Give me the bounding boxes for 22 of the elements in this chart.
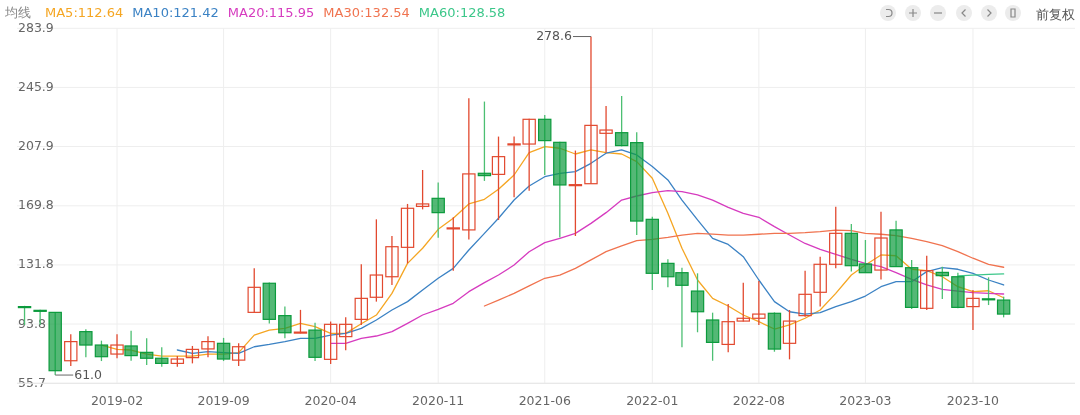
x-tick-label: 2020-04 bbox=[304, 392, 357, 408]
y-tick-label: 131.8 bbox=[18, 256, 54, 272]
y-tick-label: 169.8 bbox=[18, 197, 54, 213]
y-tick-label: 283.9 bbox=[18, 19, 54, 35]
y-tick-label: 55.7 bbox=[18, 374, 46, 390]
annotation: 61.0 bbox=[74, 366, 103, 382]
x-tick-label: 2022-01 bbox=[626, 392, 679, 408]
annotation: 278.6 bbox=[536, 28, 573, 44]
x-tick-label: 2020-11 bbox=[412, 392, 465, 408]
x-tick-label: 2022-08 bbox=[732, 392, 786, 408]
legend: 均线 MA5:112.64 MA10:121.42 MA20:115.95 MA30:132.54 MA60:128.58 bbox=[5, 4, 506, 20]
x-tick-label: 2023-03 bbox=[839, 392, 892, 408]
annotation: 61.0 bbox=[54, 366, 103, 382]
y-tick-label: 207.9 bbox=[18, 138, 54, 154]
x-tick-label: 2019-02 bbox=[90, 392, 144, 408]
x-tick-label: 2021-06 bbox=[518, 392, 571, 408]
text: 前复权 bbox=[1036, 6, 1075, 22]
y-tick-label: 245.9 bbox=[18, 78, 54, 94]
y-tick-label: 93.8 bbox=[18, 315, 46, 331]
annotation: 278.6 bbox=[536, 28, 592, 44]
x-tick-label: 2019-09 bbox=[197, 392, 250, 408]
x-tick-label: 2023-10 bbox=[946, 392, 1000, 408]
